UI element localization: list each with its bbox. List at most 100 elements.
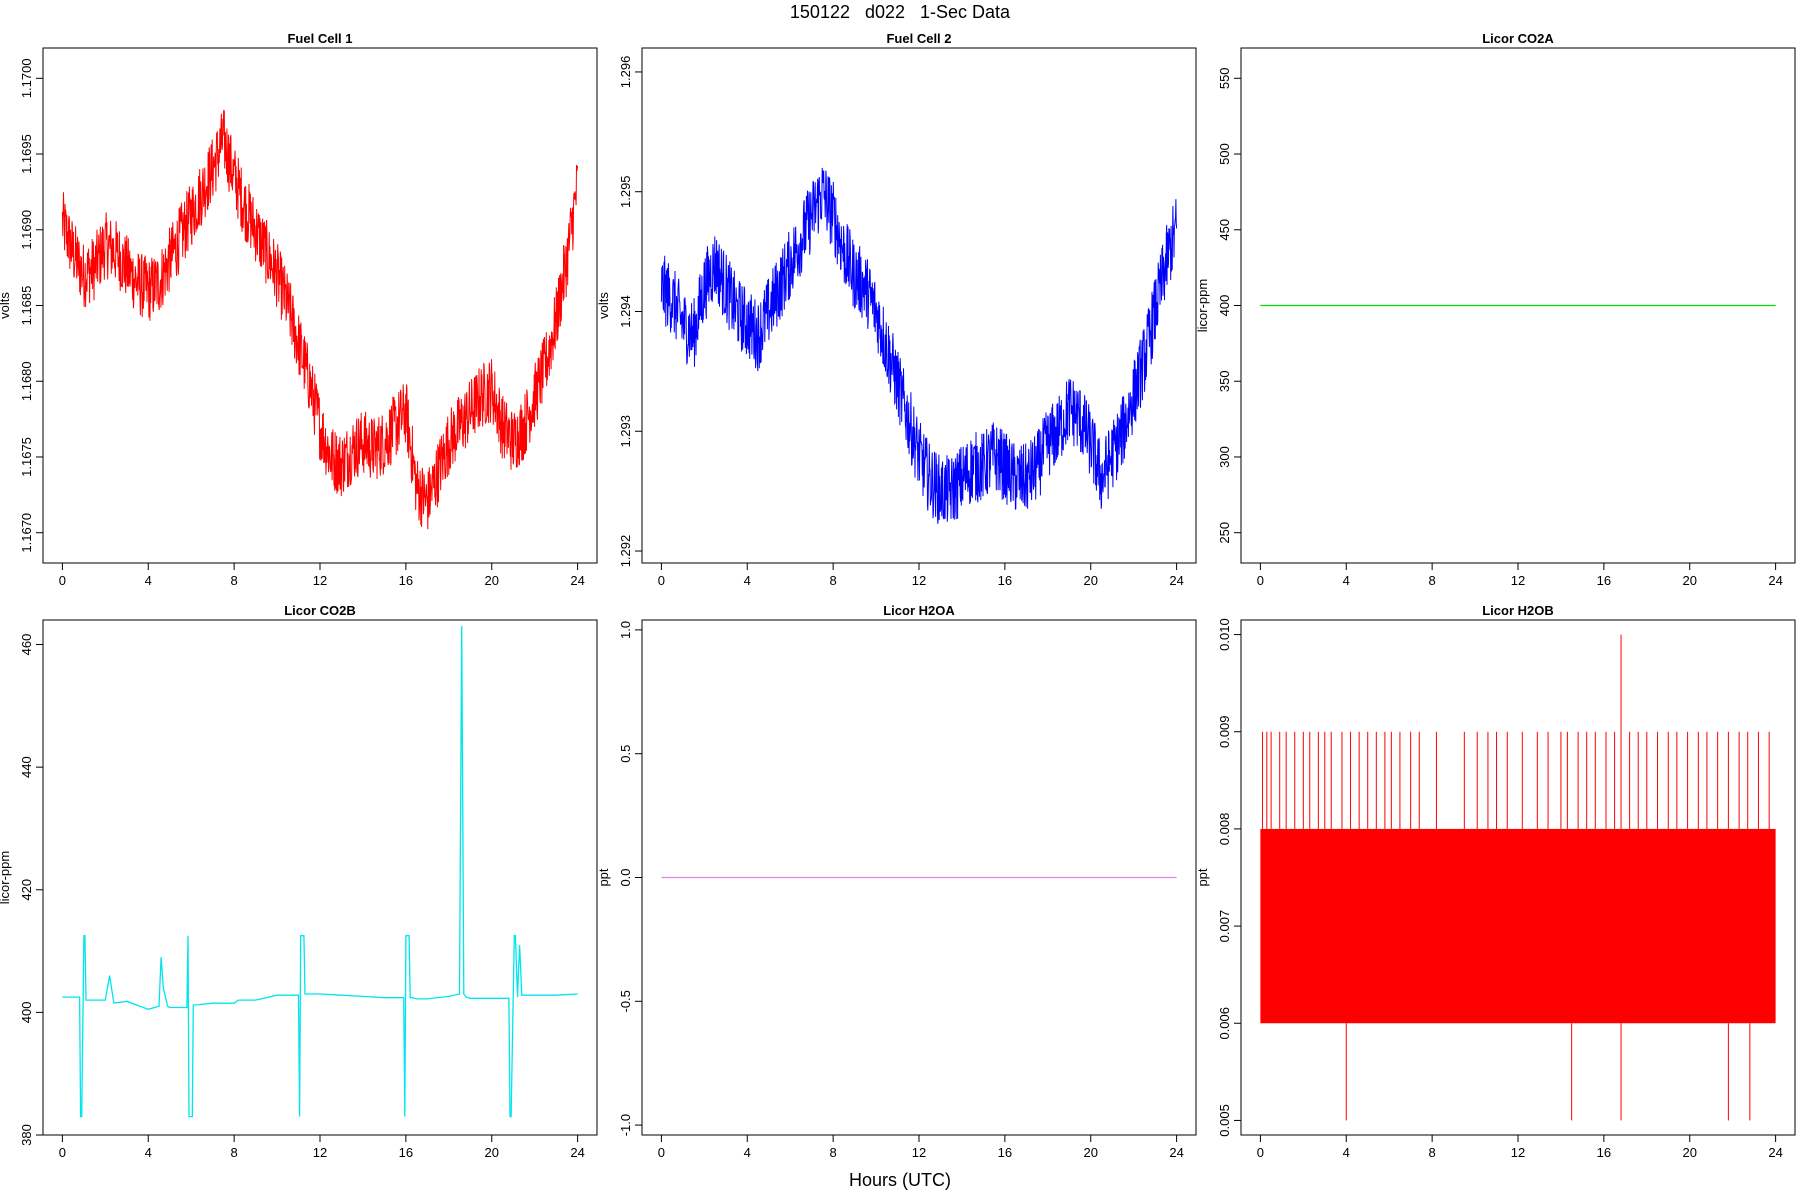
x-tick-label: 24 xyxy=(1169,573,1183,588)
panel-5: Licor H2OA ppt 0 4 8 12 16 20 24 -1.0 -0.5 0.0 0.5 1.… xyxy=(596,603,1197,1160)
x-tick-label: 24 xyxy=(570,1145,584,1160)
x-tick-label: 16 xyxy=(1597,573,1611,588)
y-tick-label: 1.295 xyxy=(618,175,633,208)
panel-title: Licor CO2B xyxy=(284,603,356,618)
y-tick-label: 1.0 xyxy=(618,621,633,639)
x-tick-label: 12 xyxy=(1511,1145,1525,1160)
x-tick-label: 0 xyxy=(658,1145,665,1160)
y-tick-label: 400 xyxy=(1217,295,1232,317)
y-tick-label: -1.0 xyxy=(618,1114,633,1136)
y-axis-label: licor-ppm xyxy=(1195,279,1210,332)
y-tick-label: 350 xyxy=(1217,370,1232,392)
y-axis-label: ppt xyxy=(596,868,611,886)
x-tick-label: 0 xyxy=(1257,573,1264,588)
x-tick-label: 0 xyxy=(59,573,66,588)
y-tick-label: 1.1690 xyxy=(19,210,34,250)
y-tick-label: 0.5 xyxy=(618,745,633,763)
x-tick-label: 8 xyxy=(231,573,238,588)
y-tick-label: 450 xyxy=(1217,219,1232,241)
x-tick-label: 4 xyxy=(1343,573,1350,588)
x-tick-label: 8 xyxy=(1429,573,1436,588)
y-tick-label: 0.0 xyxy=(618,868,633,886)
y-tick-label: 1.296 xyxy=(618,56,633,89)
x-tick-label: 4 xyxy=(744,573,751,588)
y-tick-label: 0.007 xyxy=(1217,910,1232,943)
y-tick-label: -0.5 xyxy=(618,990,633,1012)
x-tick-label: 16 xyxy=(998,573,1012,588)
x-tick-label: 4 xyxy=(145,1145,152,1160)
y-tick-label: 0.008 xyxy=(1217,813,1232,846)
y-tick-label: 0.005 xyxy=(1217,1104,1232,1137)
x-tick-label: 12 xyxy=(313,1145,327,1160)
y-tick-label: 1.293 xyxy=(618,415,633,448)
y-tick-label: 420 xyxy=(19,879,34,901)
x-tick-label: 20 xyxy=(1683,1145,1697,1160)
x-tick-label: 20 xyxy=(485,1145,499,1160)
y-tick-label: 1.1670 xyxy=(19,513,34,553)
x-tick-label: 12 xyxy=(313,573,327,588)
x-tick-label: 4 xyxy=(1343,1145,1350,1160)
x-tick-label: 12 xyxy=(912,1145,926,1160)
x-tick-label: 4 xyxy=(145,573,152,588)
plot-frame xyxy=(42,619,598,1136)
y-tick-label: 400 xyxy=(19,1002,34,1024)
plot-frame xyxy=(42,47,598,564)
x-tick-label: 8 xyxy=(830,573,837,588)
y-tick-label: 1.294 xyxy=(618,295,633,328)
y-tick-label: 0.006 xyxy=(1217,1007,1232,1040)
x-tick-label: 8 xyxy=(231,1145,238,1160)
y-tick-label: 1.1675 xyxy=(19,437,34,477)
series-line xyxy=(660,167,1178,524)
x-tick-label: 8 xyxy=(830,1145,837,1160)
x-tick-label: 16 xyxy=(998,1145,1012,1160)
x-tick-label: 0 xyxy=(658,573,665,588)
x-tick-label: 12 xyxy=(912,573,926,588)
y-tick-label: 500 xyxy=(1217,143,1232,165)
x-tick-label: 20 xyxy=(1084,1145,1098,1160)
y-tick-label: 550 xyxy=(1217,67,1232,89)
panel-title: Licor CO2A xyxy=(1482,31,1554,46)
x-tick-label: 20 xyxy=(1683,573,1697,588)
panel-title: Licor H2OA xyxy=(883,603,955,618)
shared-x-axis-label: Hours (UTC) xyxy=(849,1170,951,1190)
panel-title: Licor H2OB xyxy=(1482,603,1554,618)
y-tick-label: 1.1700 xyxy=(19,58,34,98)
series-band xyxy=(1260,828,1776,1024)
x-tick-label: 8 xyxy=(1429,1145,1436,1160)
x-tick-label: 12 xyxy=(1511,573,1525,588)
page-title: 150122 d022 1-Sec Data xyxy=(789,2,1011,22)
series-line xyxy=(62,626,578,1118)
x-tick-label: 24 xyxy=(1768,1145,1782,1160)
panel-2: Fuel Cell 2 volts 0 4 8 12 16 20 24 1.292 1.293 1.2… xyxy=(596,31,1197,588)
panel-title: Fuel Cell 2 xyxy=(886,31,951,46)
series-line xyxy=(61,109,579,530)
y-tick-label: 440 xyxy=(19,756,34,778)
y-tick-label: 1.1680 xyxy=(19,361,34,401)
y-tick-label: 460 xyxy=(19,634,34,656)
y-tick-label: 300 xyxy=(1217,446,1232,468)
x-tick-label: 24 xyxy=(1768,573,1782,588)
y-tick-label: 1.1695 xyxy=(19,134,34,174)
x-tick-label: 16 xyxy=(399,573,413,588)
panel-4: Licor CO2B licor-ppm 0 4 8 12 16 20 24 380 400 420 4… xyxy=(0,603,598,1160)
y-axis-label: volts xyxy=(596,292,611,319)
y-tick-label: 250 xyxy=(1217,522,1232,544)
y-tick-label: 0.009 xyxy=(1217,715,1232,748)
panel-6: Licor H2OB ppt 0 4 8 12 16 20 24 0.005 0.006 0.007 0… xyxy=(1195,603,1796,1160)
y-axis-label: licor-ppm xyxy=(0,851,12,904)
panel-1: Fuel Cell 1 volts 0 4 8 12 16 20 24 1.1670 1.1675 1… xyxy=(0,31,598,588)
x-tick-label: 16 xyxy=(399,1145,413,1160)
panel-title: Fuel Cell 1 xyxy=(287,31,352,46)
y-tick-label: 0.010 xyxy=(1217,618,1232,651)
y-axis-label: volts xyxy=(0,292,12,319)
x-tick-label: 24 xyxy=(1169,1145,1183,1160)
x-tick-label: 20 xyxy=(1084,573,1098,588)
y-tick-label: 1.292 xyxy=(618,535,633,568)
x-tick-label: 4 xyxy=(744,1145,751,1160)
x-tick-label: 0 xyxy=(1257,1145,1264,1160)
x-tick-label: 20 xyxy=(485,573,499,588)
x-tick-label: 16 xyxy=(1597,1145,1611,1160)
x-tick-label: 24 xyxy=(570,573,584,588)
x-tick-label: 0 xyxy=(59,1145,66,1160)
